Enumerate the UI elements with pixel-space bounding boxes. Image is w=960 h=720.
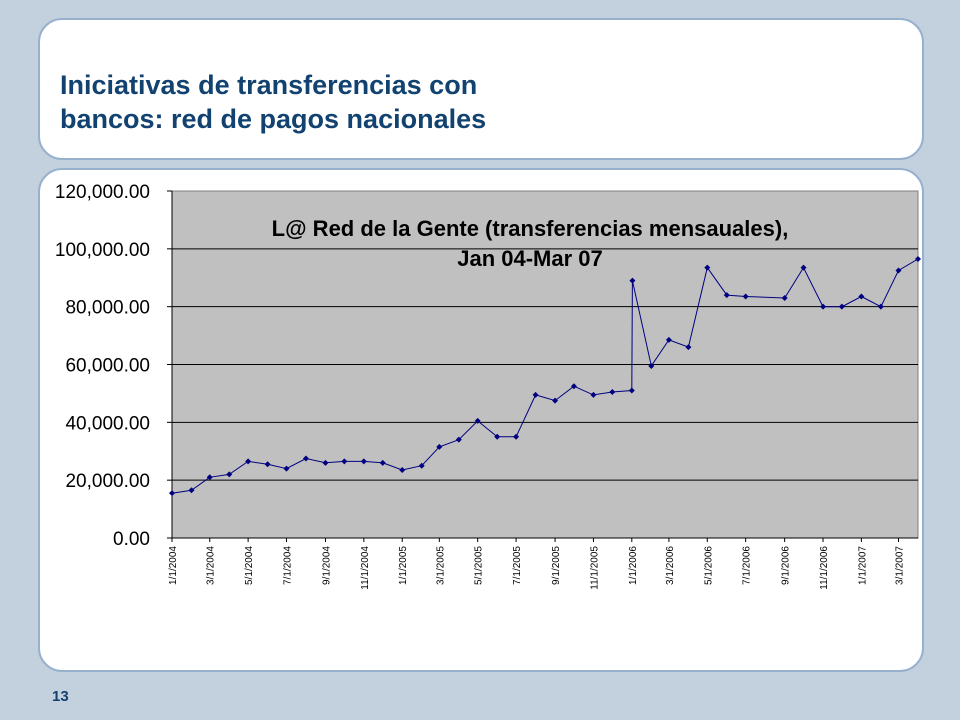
x-tick-label: 7/1/2005 — [512, 546, 523, 585]
x-tick-label: 11/1/2006 — [819, 546, 830, 590]
data-point — [723, 292, 730, 299]
data-point — [341, 458, 348, 465]
data-point — [665, 336, 672, 343]
slide-title: Iniciativas de transferencias con bancos… — [60, 68, 900, 136]
data-point — [895, 267, 902, 274]
chart-title-line-1: L@ Red de la Gente (transferencias mensa… — [272, 216, 789, 241]
data-point — [552, 397, 559, 404]
series-line — [171, 258, 919, 494]
data-point — [742, 293, 749, 300]
x-tick-label: 3/1/2007 — [895, 546, 906, 585]
y-tick-label: 20,000.00 — [65, 471, 150, 492]
x-tick-label: 1/1/2004 — [168, 546, 179, 585]
data-point — [590, 391, 597, 398]
data-point — [283, 465, 290, 472]
data-point — [188, 487, 195, 494]
y-tick-label: 100,000.00 — [55, 240, 150, 261]
x-tick-label: 5/1/2005 — [474, 546, 485, 585]
data-point — [609, 388, 616, 395]
x-tick-label: 3/1/2006 — [665, 546, 676, 585]
y-tick-label: 40,000.00 — [65, 413, 150, 434]
data-point — [474, 417, 481, 424]
data-point — [322, 459, 329, 466]
x-tick-label: 3/1/2004 — [206, 546, 217, 585]
y-tick-label: 60,000.00 — [65, 356, 150, 377]
x-tick-label: 7/1/2004 — [282, 546, 293, 585]
x-tick-label: 9/1/2006 — [781, 546, 792, 585]
data-point — [494, 433, 501, 440]
data-point — [838, 303, 845, 310]
data-point — [800, 264, 807, 271]
y-tick-label: 0.00 — [113, 529, 150, 550]
data-point — [245, 458, 252, 465]
x-tick-label: 9/1/2004 — [321, 546, 332, 585]
slide-number: 13 — [52, 688, 69, 705]
x-tick-label: 1/1/2007 — [857, 546, 868, 585]
y-tick-label: 80,000.00 — [65, 298, 150, 319]
data-point — [820, 303, 827, 310]
data-point — [915, 255, 921, 262]
data-point — [685, 344, 692, 351]
x-tick-label: 1/1/2006 — [628, 546, 639, 585]
slide-title-line-1: Iniciativas de transferencias con — [60, 70, 478, 100]
slide-title-line-2: bancos: red de pagos nacionales — [60, 104, 487, 134]
x-tick-label: 5/1/2006 — [703, 546, 714, 585]
data-point — [629, 277, 636, 284]
data-point — [379, 459, 386, 466]
chart-title-line-2: Jan 04-Mar 07 — [457, 246, 603, 271]
data-point — [302, 455, 309, 462]
x-tick-label: 3/1/2005 — [435, 546, 446, 585]
data-point — [206, 474, 213, 481]
x-tick-label: 5/1/2004 — [244, 546, 255, 585]
data-point — [418, 462, 425, 469]
data-point — [360, 458, 367, 465]
data-point — [628, 387, 635, 394]
data-point — [858, 293, 865, 300]
data-point — [455, 436, 462, 443]
data-point — [436, 443, 443, 450]
x-tick-label: 9/1/2005 — [551, 546, 562, 585]
data-point — [226, 471, 233, 478]
y-tick-label: 120,000.00 — [55, 182, 150, 203]
x-tick-label: 11/1/2005 — [589, 546, 600, 590]
data-point — [513, 433, 520, 440]
data-point — [781, 294, 788, 301]
x-tick-label: 11/1/2004 — [360, 546, 371, 590]
data-point — [169, 490, 175, 497]
x-tick-label: 7/1/2006 — [742, 546, 753, 585]
data-point — [399, 467, 406, 474]
data-point — [648, 362, 655, 369]
data-point — [704, 264, 711, 271]
title-panel: Iniciativas de transferencias con bancos… — [38, 18, 924, 160]
data-point — [532, 391, 539, 398]
data-point — [570, 383, 577, 390]
data-point — [877, 303, 884, 310]
x-tick-label: 1/1/2005 — [398, 546, 409, 585]
data-point — [264, 461, 271, 468]
